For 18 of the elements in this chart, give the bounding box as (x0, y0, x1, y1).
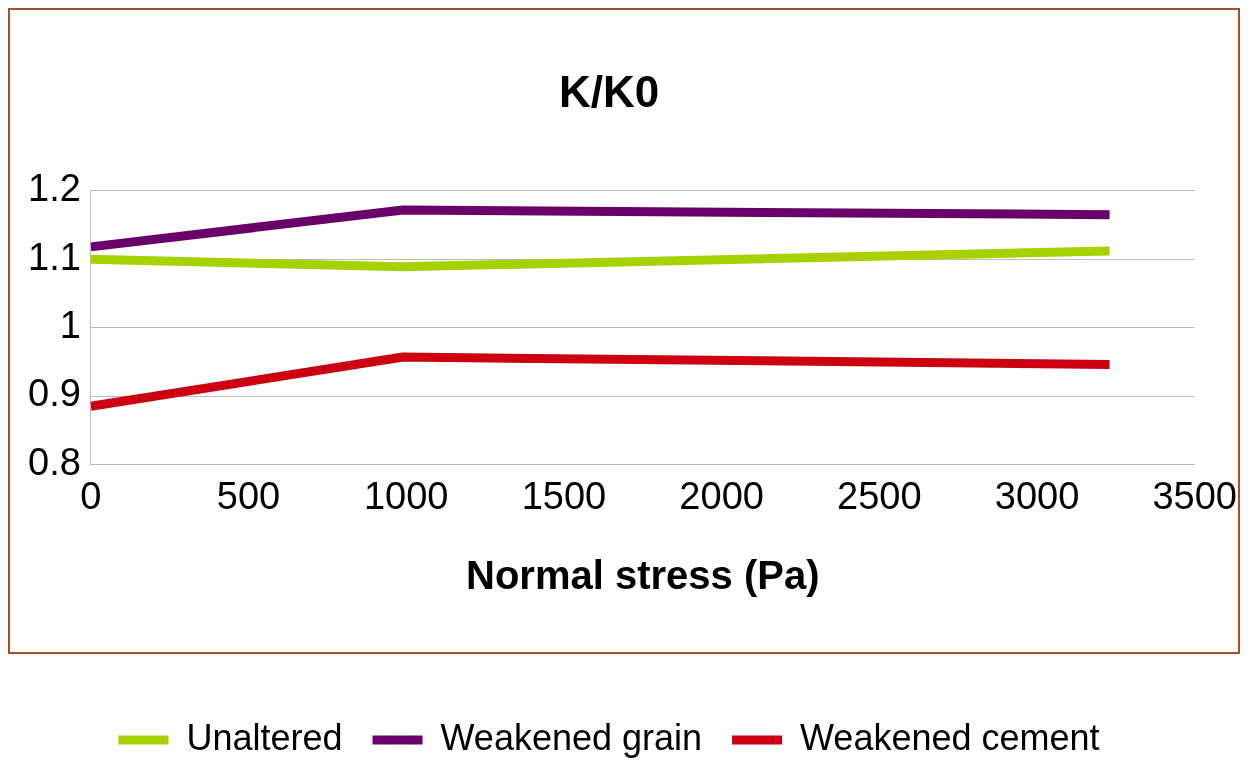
x-tick-label: 0 (80, 474, 102, 517)
y-tick-label: 0.9 (28, 372, 81, 415)
x-axis-title: Normal stress (Pa) (466, 553, 820, 598)
x-tick-label: 1500 (521, 474, 607, 517)
x-tick-label: 3500 (1152, 474, 1238, 517)
x-tick-label: 3000 (994, 474, 1080, 517)
y-tick-label: 1.2 (28, 167, 81, 210)
x-tick-label: 500 (216, 474, 281, 517)
legend-label: Weakened cement (800, 716, 1100, 758)
chart-title: K/K0 (558, 66, 660, 116)
legend-label: Unaltered (186, 716, 343, 758)
y-tick-label: 1.1 (28, 235, 81, 278)
legend-label: Weakened grain (440, 716, 703, 758)
y-tick-label: 0.8 (28, 440, 81, 483)
x-tick-label: 1000 (363, 474, 449, 517)
x-tick-label: 2000 (679, 474, 764, 517)
x-tick-label: 2500 (837, 474, 922, 517)
y-tick-label: 1 (59, 304, 81, 347)
